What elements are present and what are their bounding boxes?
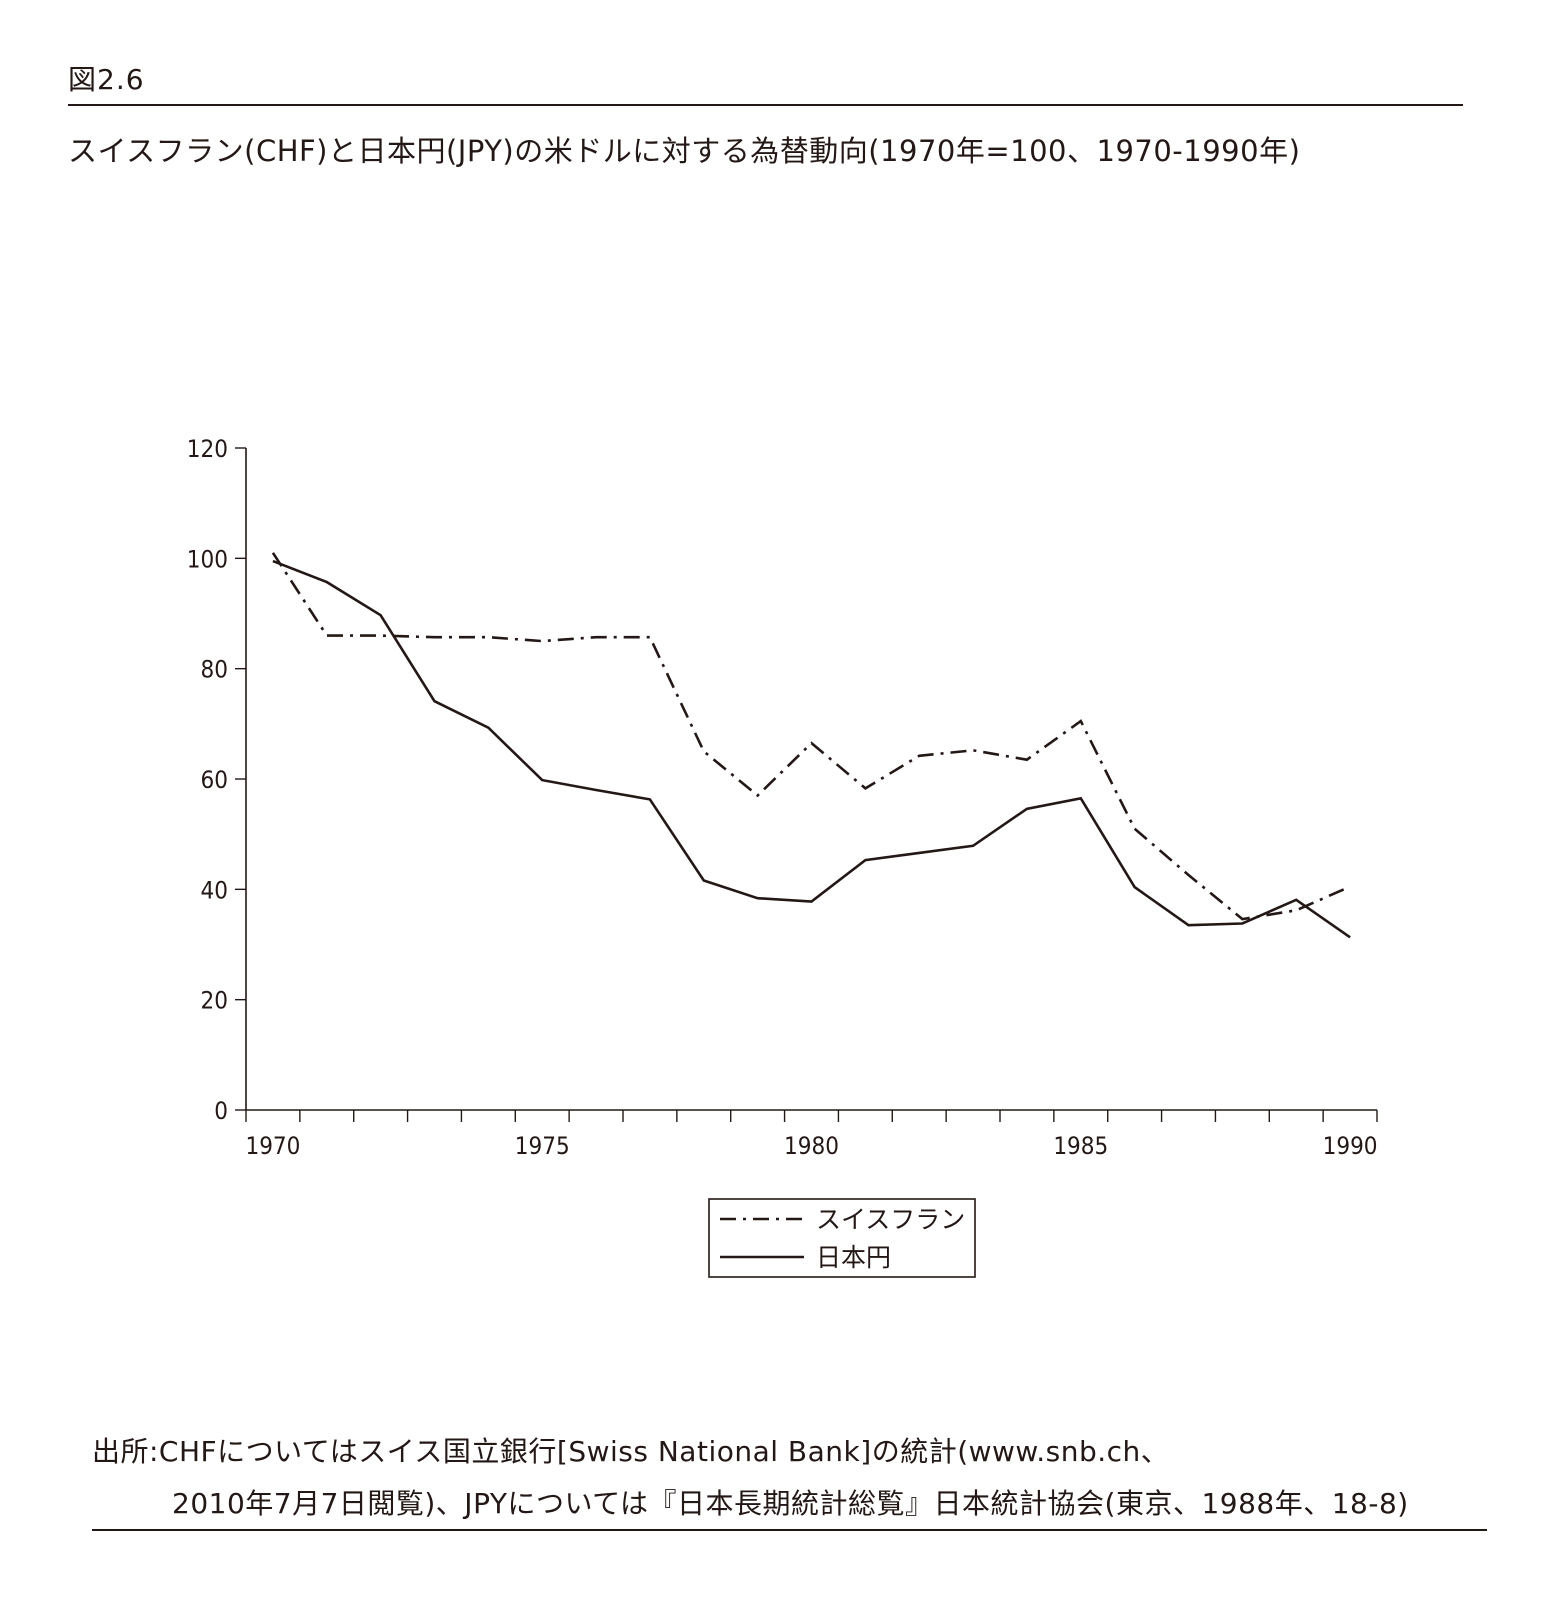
figure-label: 図2.6 [68,63,145,96]
source-note-line-1: 出所:CHFについてはスイス国立銀行[Swiss National Bank]の… [92,1435,1170,1468]
figure-title: スイスフラン(CHF)と日本円(JPY)の米ドルに対する為替動向(1970年=1… [68,134,1301,168]
y-tick-label: 40 [201,876,228,904]
x-tick-label: 1980 [784,1132,839,1160]
series-line-2 [272,559,1351,939]
legend-box [708,1198,976,1278]
chart-axes: 0 20 40 60 80 100 120 1970 1975 1980 1985 1990 [187,435,1378,1160]
legend-label-2: 日本円 [816,1243,891,1272]
x-tick-label: 1975 [515,1132,570,1160]
x-tick-label: 1990 [1323,1132,1378,1160]
y-tick-label: 0 [214,1097,228,1125]
y-tick-label: 80 [201,656,228,684]
y-tick-label: 60 [201,766,228,794]
y-tick-label: 100 [187,545,228,573]
top-rule [68,104,1463,106]
source-note-line-2: 2010年7月7日閲覧)、JPYについては『日本長期統計総覧』日本統計協会(東京… [172,1487,1409,1520]
chart-series [271,552,1351,939]
x-tick-label: 1985 [1053,1132,1108,1160]
legend-label-1: スイスフラン [816,1205,965,1234]
bottom-rule [92,1529,1487,1531]
x-tick-label: 1970 [245,1132,300,1160]
y-tick-label: 120 [187,435,228,463]
y-tick-label: 20 [201,987,228,1015]
series-line-1 [271,552,1351,921]
